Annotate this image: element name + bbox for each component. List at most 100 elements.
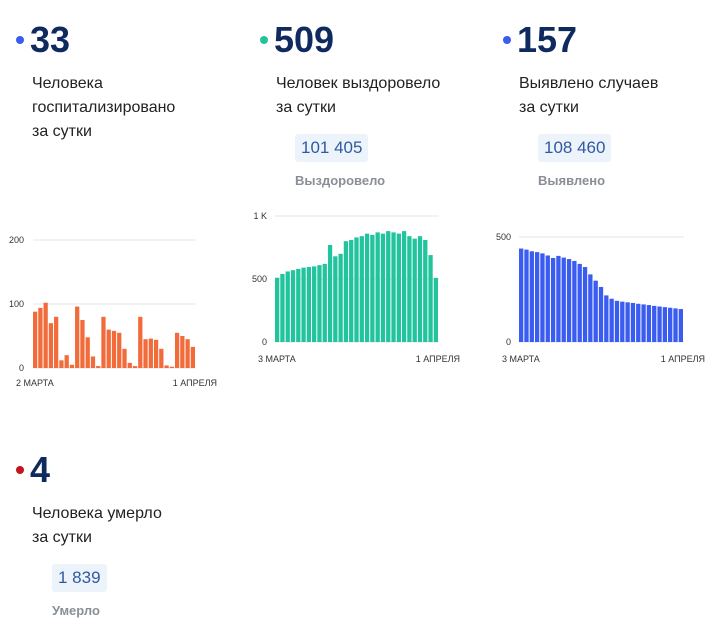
recovered-bar bbox=[327, 244, 333, 342]
hospitalized-bar bbox=[48, 323, 54, 368]
cases-bar bbox=[582, 267, 588, 342]
cases-bar bbox=[588, 274, 593, 342]
cases-label-line1: Выявлено случаев bbox=[519, 75, 659, 92]
hospitalized-x-end-label: 1 АПРЕЛЯ bbox=[173, 378, 217, 388]
cases-bar bbox=[524, 249, 529, 342]
hospitalized-bar bbox=[132, 366, 138, 368]
cases-bar bbox=[673, 308, 678, 342]
hospitalized-bar bbox=[185, 339, 190, 368]
hospitalized-label-line1: Человека bbox=[32, 75, 103, 92]
hospitalized-ytick-label: 200 bbox=[9, 235, 24, 245]
hospitalized-bar bbox=[169, 366, 174, 368]
hospitalized-label: Человека госпитализировано за сутки bbox=[32, 72, 175, 144]
cases-bar bbox=[550, 258, 556, 342]
hospitalized-chart: 0 100 200 2 МАРТА 1 АПРЕЛЯ bbox=[9, 235, 217, 388]
cases-bar bbox=[614, 300, 620, 342]
recovered-bar bbox=[433, 277, 438, 342]
cases-bar bbox=[630, 302, 636, 342]
hospitalized-card: 33 Человека госпитализировано за сутки bbox=[16, 19, 175, 144]
hospitalized-bar bbox=[38, 307, 43, 368]
cases-ytick-label: 0 bbox=[506, 337, 511, 347]
cases-bar bbox=[678, 309, 683, 342]
recovered-bar bbox=[364, 233, 370, 342]
cases-bar bbox=[636, 303, 641, 342]
hospitalized-ytick-label: 100 bbox=[9, 299, 24, 309]
hospitalized-bar bbox=[54, 316, 59, 368]
recovered-card: 509 Человек выздоровело за сутки 101 405… bbox=[260, 19, 440, 188]
hospitalized-bar bbox=[96, 366, 101, 368]
recovered-label-line2: за сутки bbox=[276, 99, 336, 116]
recovered-bar bbox=[407, 236, 412, 342]
recovered-bar bbox=[306, 267, 312, 342]
hospitalized-bar bbox=[153, 339, 159, 368]
hospitalized-bar bbox=[180, 336, 185, 368]
recovered-bar bbox=[428, 255, 433, 342]
recovered-bar bbox=[380, 233, 386, 342]
recovered-bar bbox=[423, 239, 428, 342]
recovered-x-start-label: 3 МАРТА bbox=[258, 354, 296, 364]
hospitalized-value: 33 bbox=[30, 19, 71, 60]
recovered-bar bbox=[275, 277, 280, 342]
recovered-bar bbox=[375, 232, 380, 342]
recovered-bar bbox=[401, 231, 407, 342]
cases-bar bbox=[620, 301, 625, 342]
hospitalized-ytick-label: 0 bbox=[19, 363, 24, 373]
cases-bar bbox=[519, 248, 524, 342]
cases-bar bbox=[540, 253, 545, 342]
hospitalized-bar bbox=[69, 364, 75, 368]
hospitalized-bar bbox=[138, 316, 143, 368]
hospitalized-bar bbox=[190, 346, 195, 368]
hospitalized-bar bbox=[59, 360, 64, 368]
cases-bar bbox=[593, 280, 598, 342]
hospitalized-bar bbox=[164, 365, 169, 368]
hospitalized-bar bbox=[80, 320, 85, 368]
recovered-bar bbox=[312, 266, 317, 342]
recovered-bar bbox=[412, 238, 417, 342]
cases-bar bbox=[646, 305, 652, 342]
cases-ytick-label: 500 bbox=[496, 232, 511, 242]
recovered-bar bbox=[285, 271, 290, 342]
deaths-total: 1 839 bbox=[52, 564, 107, 592]
hospitalized-label-line3: за сутки bbox=[32, 123, 92, 140]
hospitalized-bar bbox=[174, 332, 180, 368]
cases-x-start-label: 3 МАРТА bbox=[502, 354, 540, 364]
deaths-label-line1: Человека умерло bbox=[32, 505, 162, 522]
recovered-bar bbox=[417, 236, 423, 342]
cases-total: 108 460 bbox=[538, 134, 612, 162]
deaths-label-line2: за сутки bbox=[32, 529, 92, 546]
recovered-bar bbox=[343, 241, 349, 342]
cases-card: 157 Выявлено случаев за сутки 108 460 Вы… bbox=[503, 19, 658, 188]
recovered-bar bbox=[322, 263, 327, 342]
cases-bar bbox=[566, 259, 572, 342]
hospitalized-bar bbox=[159, 348, 164, 368]
recovered-bar bbox=[359, 236, 364, 342]
deaths-total-label: Умерло bbox=[52, 603, 100, 618]
cases-label: Выявлено случаев за сутки bbox=[519, 72, 658, 120]
hospitalized-bar bbox=[148, 338, 153, 368]
recovered-bar bbox=[349, 239, 354, 342]
cases-bar bbox=[641, 304, 646, 342]
hospitalized-bar bbox=[106, 329, 111, 368]
recovered-bar bbox=[396, 233, 401, 342]
hospitalized-bar bbox=[117, 332, 122, 368]
recovered-bar bbox=[333, 256, 338, 342]
hospitalized-bar bbox=[64, 355, 69, 368]
recovered-bar bbox=[317, 265, 322, 342]
deaths-card: 4 Человека умерло за сутки 1 839 Умерло bbox=[16, 449, 162, 618]
hospitalized-bar bbox=[143, 339, 148, 368]
cases-bar bbox=[668, 307, 673, 342]
recovered-label-line1: Человек выздоровело bbox=[276, 75, 441, 92]
recovered-label: Человек выздоровело за сутки bbox=[276, 72, 440, 120]
cases-bar bbox=[609, 298, 614, 342]
hospitalized-bar bbox=[75, 306, 80, 368]
hospitalized-bar bbox=[127, 362, 132, 368]
cases-bar bbox=[556, 255, 561, 342]
cases-total-label: Выявлено bbox=[538, 173, 606, 188]
recovered-total: 101 405 bbox=[295, 134, 369, 162]
recovered-bar bbox=[354, 237, 359, 342]
cases-label-line2: за сутки bbox=[519, 99, 579, 116]
recovered-ytick-label: 0 bbox=[262, 337, 267, 347]
hospitalized-label-line2: госпитализировано bbox=[32, 99, 176, 116]
cases-x-end-label: 1 АПРЕЛЯ bbox=[661, 354, 705, 364]
hospitalized-bar bbox=[85, 337, 90, 368]
